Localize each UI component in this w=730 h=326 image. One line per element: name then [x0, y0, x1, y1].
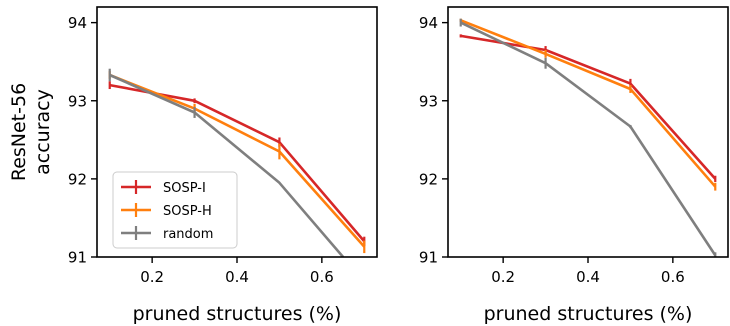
chart-panel-2: 0.2 0.4 0.6 91 92 93 94 pruned structures (%): [419, 6, 729, 325]
x-axis-label: pruned structures (%): [133, 303, 342, 325]
x-tick-label: 0.4: [576, 268, 600, 286]
x-tick-label: 0.4: [225, 268, 249, 286]
x-tick-label: 0.2: [491, 268, 515, 286]
plot-area: [459, 18, 717, 257]
y-axis-label: ResNet-56 accuracy: [8, 83, 54, 181]
y-axis-label-line: ResNet-56: [8, 83, 30, 181]
x-tick-label: 0.6: [310, 268, 334, 286]
series-line-random: [460, 21, 717, 257]
legend-box: [112, 171, 238, 249]
y-tick-label: 91: [419, 249, 438, 267]
legend-label-sosp-i: SOSP-I: [163, 181, 206, 196]
series-line-random: [109, 73, 345, 257]
legend-label-sosp-h: SOSP-H: [163, 204, 212, 219]
y-axis-label-line: accuracy: [32, 89, 54, 175]
y-tick-label: 93: [419, 92, 438, 110]
series-line-sosp-h: [460, 19, 717, 188]
y-tick-label: 92: [68, 170, 87, 188]
series-line-sosp-i: [460, 34, 717, 180]
y-tick-label: 94: [68, 14, 87, 32]
legend-label-random: random: [163, 227, 213, 242]
x-axis-label: pruned structures (%): [484, 303, 693, 325]
y-tick-label: 91: [68, 249, 87, 267]
axes-frame: [447, 6, 729, 258]
y-tick-label: 93: [68, 92, 87, 110]
x-tick-label: 0.2: [140, 268, 164, 286]
series-line-sosp-h: [109, 73, 366, 248]
plot-area: [108, 68, 366, 257]
legend: SOSP-I SOSP-H random: [112, 171, 238, 249]
y-tick-label: 92: [419, 170, 438, 188]
x-tick-label: 0.6: [661, 268, 685, 286]
chart-panel-1: 0.2 0.4 0.6 91 92 93 94 pruned structures (%) Re…: [8, 6, 378, 325]
y-tick-label: 94: [419, 14, 438, 32]
